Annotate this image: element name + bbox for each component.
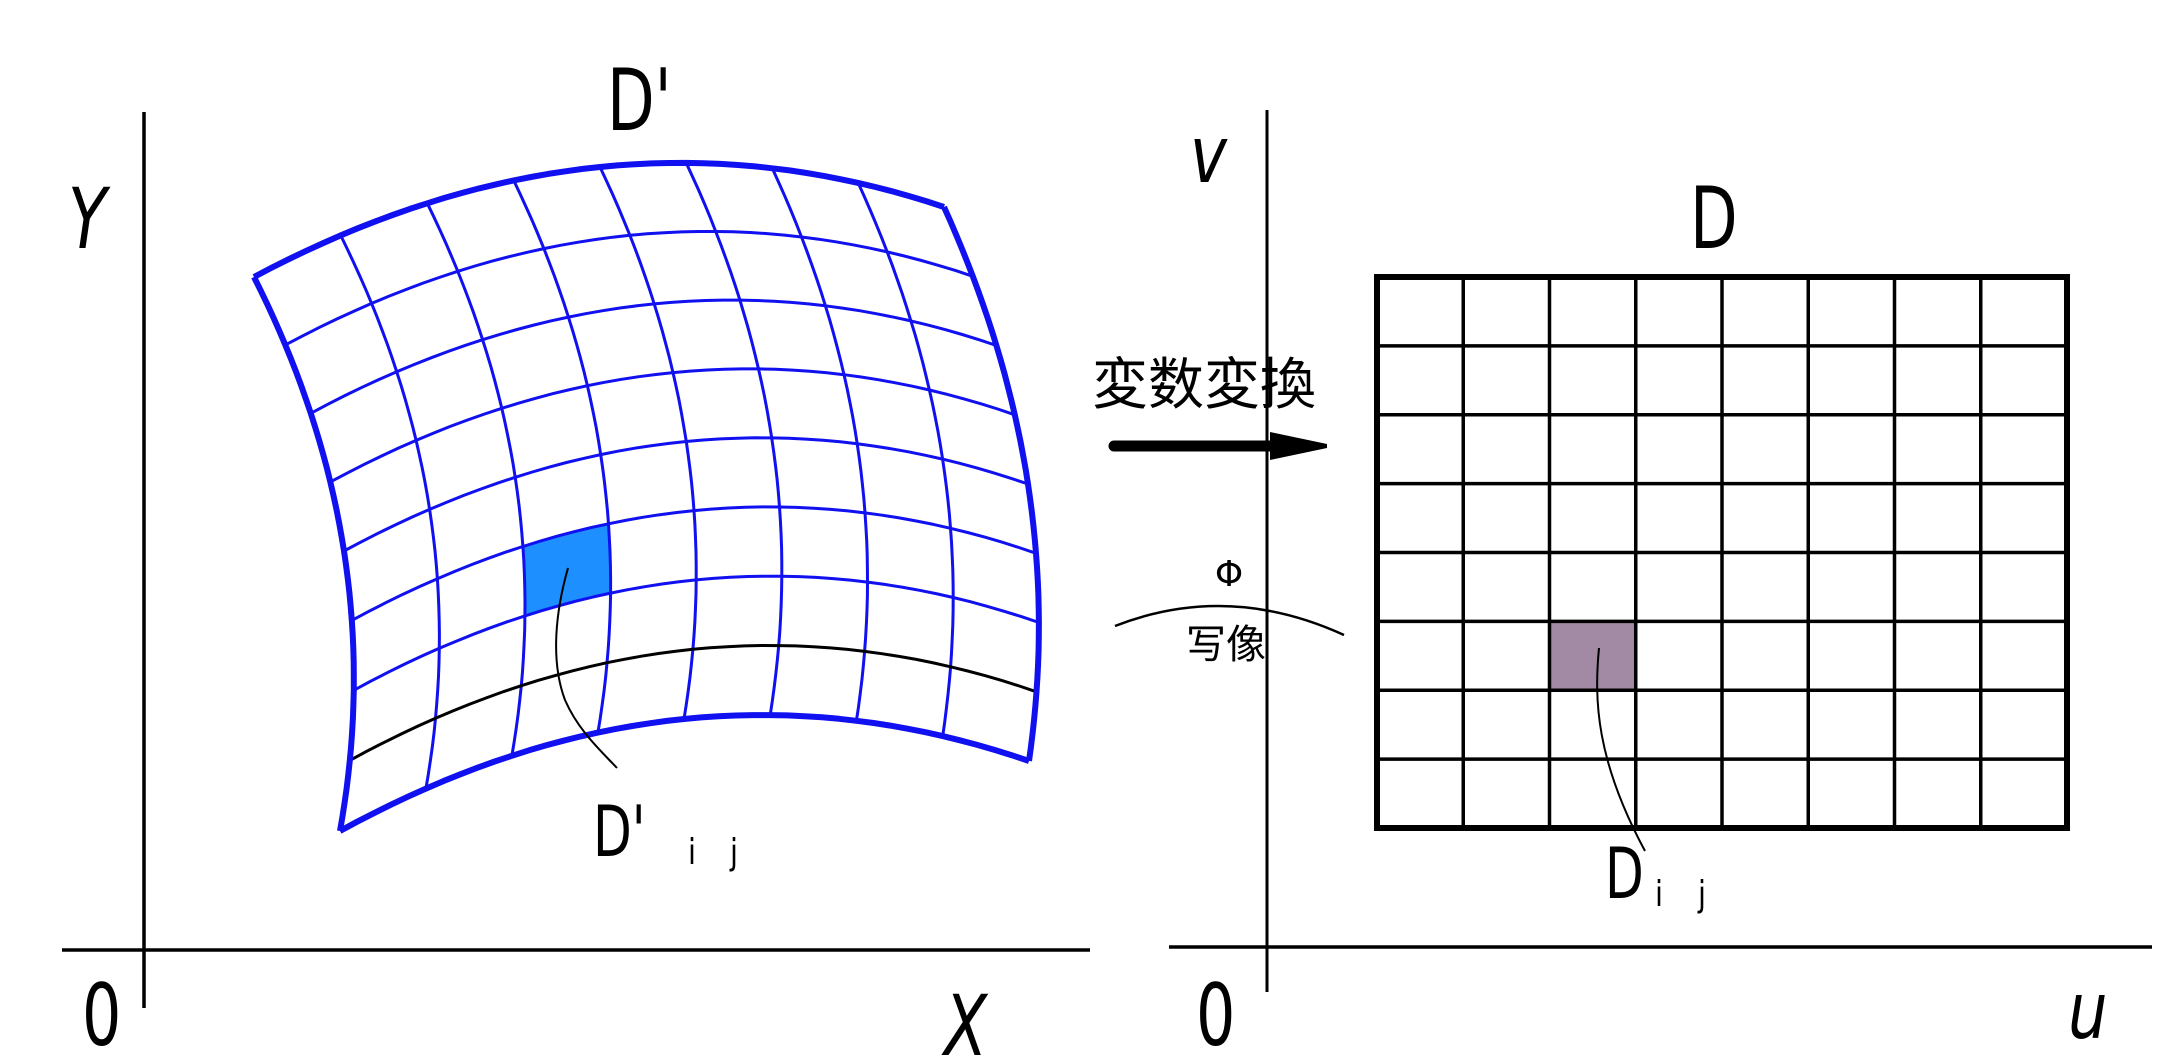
left-cell-sub-j: j xyxy=(729,831,738,873)
left-cell-sub-i: i xyxy=(688,831,696,873)
left-grid-right-boundary xyxy=(941,205,1042,762)
map-arc xyxy=(1114,604,1345,637)
left-grid-row-line xyxy=(310,298,997,415)
left-x-axis-label: X xyxy=(941,977,989,1060)
left-grid-black-row-line xyxy=(349,644,1037,762)
right-u-axis-label: u xyxy=(2068,965,2108,1057)
left-curvilinear-grid xyxy=(251,159,1042,834)
left-grid-row-line xyxy=(343,436,1029,553)
left-grid-row-line xyxy=(329,367,1016,484)
left-cell-label: D' xyxy=(593,792,646,873)
map-symbol: Φ xyxy=(1215,554,1243,595)
left-origin-label: 0 xyxy=(82,965,121,1060)
left-leader-line xyxy=(555,567,618,769)
right-cell-sub-i: i xyxy=(1655,873,1663,915)
transform-label: 変数変換 xyxy=(1092,353,1316,418)
right-cell-sub-j: j xyxy=(1697,873,1706,915)
right-rectangular-grid xyxy=(1374,274,2070,831)
left-grid-row-line xyxy=(353,574,1040,692)
transform-arrow-head-icon xyxy=(1270,432,1327,460)
right-v-axis-label: v xyxy=(1190,109,1228,201)
left-y-axis-label: Y xyxy=(68,170,111,268)
map-label: 写像 xyxy=(1186,622,1266,668)
left-grid-row-line xyxy=(284,230,974,347)
right-leader-line xyxy=(1596,647,1646,852)
right-title: D xyxy=(1690,168,1738,269)
left-grid-row-line xyxy=(351,505,1037,622)
right-cell-label: D xyxy=(1605,834,1644,915)
left-grid-bottom-boundary xyxy=(338,712,1030,834)
left-title: D' xyxy=(607,50,672,151)
right-highlight-cell xyxy=(1549,621,1636,691)
left-grid-left-boundary xyxy=(251,275,357,832)
right-grid-boundary xyxy=(1374,274,2070,831)
left-grid-top-boundary xyxy=(252,159,945,280)
right-origin-label: 0 xyxy=(1196,965,1235,1060)
